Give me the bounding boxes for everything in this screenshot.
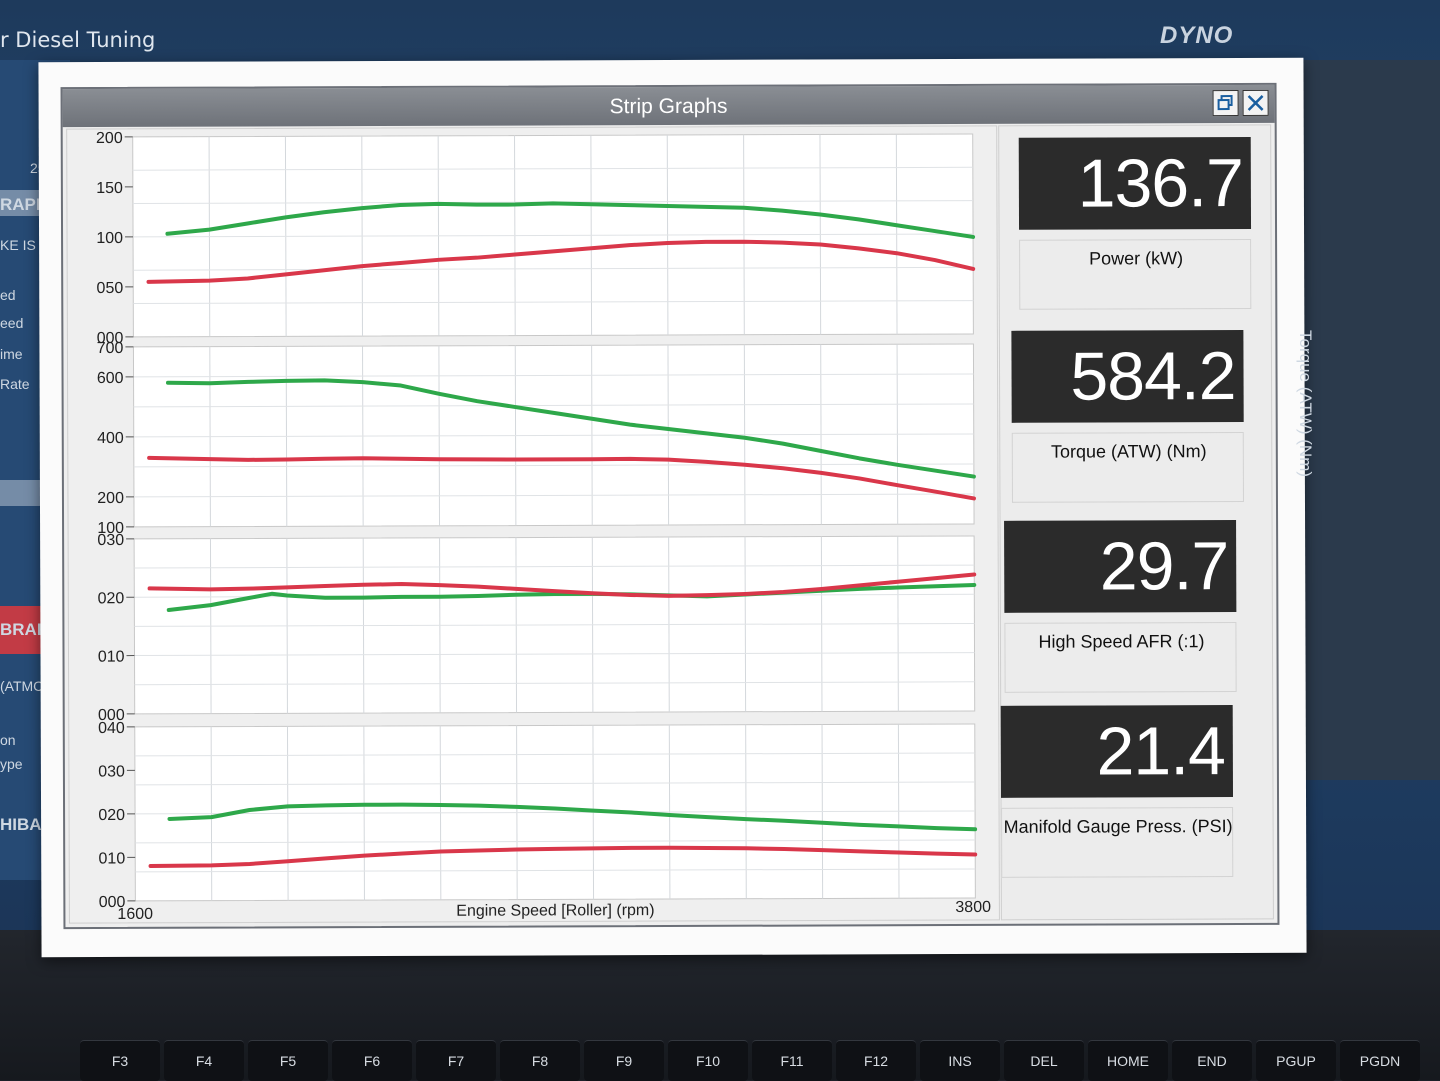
key-f11: F11	[752, 1040, 832, 1081]
readout-display: 21.4	[1001, 705, 1233, 798]
key-pgup: PGUP	[1256, 1040, 1336, 1081]
y-tick-label: 400	[97, 430, 124, 447]
readout-label-box: Manifold Gauge Press. (PSI)	[1001, 807, 1233, 878]
key-pgdn: PGDN	[1340, 1040, 1420, 1081]
key-del: DEL	[1004, 1040, 1084, 1081]
key-f6: F6	[332, 1040, 412, 1081]
readout-label: Power (kW)	[1020, 248, 1252, 269]
y-tick-label: 150	[96, 180, 123, 197]
y-tick-label: 030	[97, 532, 124, 549]
key-f12: F12	[836, 1040, 916, 1081]
key-ins: INS	[920, 1040, 1000, 1081]
readout-label-box: High Speed AFR (:1)	[1004, 622, 1236, 693]
y-tick-label: 030	[98, 763, 125, 780]
y-tick-label: 020	[98, 590, 125, 607]
x-axis-label: Engine Speed [Roller] (rpm)	[456, 902, 654, 920]
key-end: END	[1172, 1040, 1252, 1081]
key-f10: F10	[668, 1040, 748, 1081]
readout-value: 29.7	[1100, 520, 1229, 612]
key-f5: F5	[248, 1040, 328, 1081]
y-tick-label: 040	[98, 720, 125, 737]
key-f3: F3	[80, 1040, 160, 1081]
background-label: KE IS	[0, 237, 36, 253]
brand-logo: DYNO	[1160, 22, 1233, 50]
background-label: ype	[0, 756, 23, 772]
x-tick-label: 1600	[117, 906, 153, 923]
readout-label: Torque (ATW) (Nm)	[1013, 441, 1245, 462]
key-f8: F8	[500, 1040, 580, 1081]
key-home: HOME	[1088, 1040, 1168, 1081]
background-side-label: Torque (ATW) (Nm)	[1295, 330, 1315, 490]
background-label: on	[0, 732, 16, 748]
key-f4: F4	[164, 1040, 244, 1081]
readout-label: High Speed AFR (:1)	[1005, 631, 1237, 652]
y-tick-label: 200	[96, 130, 123, 147]
y-tick-label: 020	[98, 807, 125, 824]
y-tick-label: 010	[98, 850, 125, 867]
key-f7: F7	[416, 1040, 496, 1081]
readout-label-box: Torque (ATW) (Nm)	[1012, 432, 1244, 503]
readout-value: 21.4	[1096, 705, 1225, 797]
background-label: ed	[0, 287, 16, 303]
readout-label-box: Power (kW)	[1019, 239, 1251, 310]
background-label: HIBA	[0, 815, 42, 835]
app-title: r Diesel Tuning	[0, 28, 155, 52]
y-tick-label: 050	[96, 280, 123, 297]
readout-display: 29.7	[1004, 520, 1236, 613]
readout-display: 136.7	[1019, 137, 1251, 230]
y-tick-label: 600	[97, 370, 124, 387]
y-tick-label: 700	[97, 340, 124, 357]
y-tick-label: 010	[98, 649, 125, 666]
readout-display: 584.2	[1011, 330, 1243, 423]
readout-value: 584.2	[1070, 330, 1235, 423]
background-label: ime	[0, 346, 23, 362]
background-label: eed	[0, 315, 23, 331]
y-tick-label: 100	[96, 230, 123, 247]
x-tick-label: 3800	[955, 899, 991, 916]
y-tick-label: 200	[97, 490, 124, 507]
readout-value: 136.7	[1078, 137, 1243, 230]
key-f9: F9	[584, 1040, 664, 1081]
readout-label: Manifold Gauge Press. (PSI)	[1002, 816, 1234, 837]
background-label: Rate	[0, 376, 30, 392]
